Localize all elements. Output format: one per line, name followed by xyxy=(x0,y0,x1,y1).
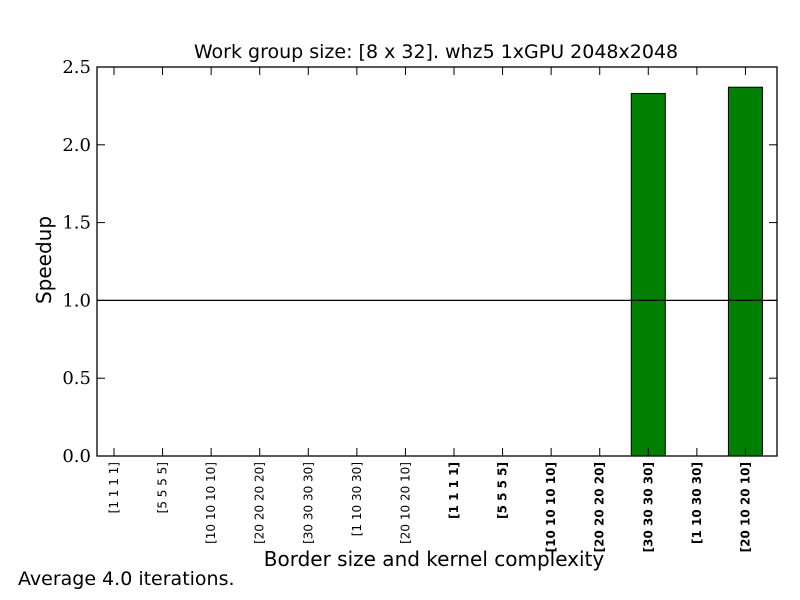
y-axis-label: Speedup xyxy=(32,216,56,304)
y-tick-label: 2.0 xyxy=(62,135,91,156)
x-tick-label: [20 10 20 10] xyxy=(738,462,752,552)
y-tick-label: 0.5 xyxy=(62,368,91,389)
x-tick-label: [20 10 20 10] xyxy=(398,462,412,544)
chart-title: Work group size: [8 x 32]. whz5 1xGPU 20… xyxy=(194,41,678,63)
bar-11 xyxy=(630,92,666,457)
bar-13 xyxy=(727,86,763,457)
iterations-footnote: Average 4.0 iterations. xyxy=(18,568,235,590)
x-tick-label: [10 10 10 10] xyxy=(204,462,218,544)
x-tick-label: [1 1 1 1] xyxy=(107,462,121,513)
x-tick-label: [5 5 5 5] xyxy=(496,462,510,519)
y-tick-label: 1.0 xyxy=(62,290,91,311)
bars-layer xyxy=(630,86,763,457)
x-tick-label: [30 30 30 30] xyxy=(301,462,315,544)
x-tick-label: [1 1 1 1] xyxy=(447,462,461,519)
x-axis: [1 1 1 1] [5 5 5 5] [10 10 10 10] [20 20 20… xyxy=(107,67,752,552)
y-tick-label: 2.5 xyxy=(62,57,91,78)
x-tick-label: [5 5 5 5] xyxy=(156,462,170,513)
plot-frame xyxy=(96,66,778,457)
x-tick-label: [20 20 20 20] xyxy=(253,462,267,544)
x-tick-label: [1 10 30 30] xyxy=(690,462,704,544)
y-axis: 0.0 0.5 1.0 1.5 2.0 2.5 xyxy=(62,57,777,467)
x-tick-label: [20 20 20 20] xyxy=(593,462,607,552)
y-tick-label: 1.5 xyxy=(62,213,91,234)
y-tick-label: 0.0 xyxy=(62,446,91,467)
x-axis-label: Border size and kernel complexity xyxy=(264,547,605,571)
x-tick-label: [30 30 30 30] xyxy=(641,462,655,552)
x-tick-label: [1 10 30 30] xyxy=(350,462,364,536)
x-tick-label: [10 10 10 10] xyxy=(544,462,558,552)
